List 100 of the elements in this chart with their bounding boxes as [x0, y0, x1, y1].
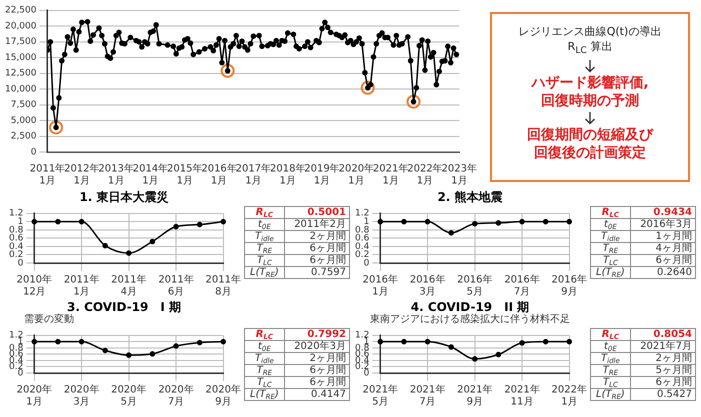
text: T$_{idle}$: [590, 230, 630, 243]
chart-title: 2. 熊本地震: [436, 190, 504, 204]
x-tick-label: 2015年1月: [167, 162, 202, 187]
y-tick-label: 0.2: [8, 250, 24, 260]
y-tick-label: 0.4: [8, 242, 24, 252]
x-tick-label: 2021年5月: [362, 384, 398, 408]
x-tick-label: 2020年1月: [338, 162, 374, 187]
text: t$_{0E}$: [244, 218, 284, 231]
text: R$_{LC}$: [590, 206, 630, 219]
text: R$_{LC}$: [590, 328, 630, 341]
x-tick-label: 2017年1月: [236, 162, 272, 187]
point: [519, 340, 525, 346]
x-tick-label: 2011年6月: [158, 274, 194, 298]
x-tick-label: 2016年1月: [201, 162, 237, 187]
y-tick-label: 10,000: [4, 84, 37, 94]
x-tick-label: 2021年11月: [504, 384, 540, 408]
text: 5ヶ月間: [630, 364, 696, 376]
text: t$_{0E}$: [590, 218, 630, 231]
x-tick-label: 2022年1月: [407, 162, 443, 187]
text: 6ヶ月間: [284, 364, 350, 376]
x-tick-label: 2011年4月: [111, 274, 147, 298]
point: [566, 218, 572, 224]
point: [472, 356, 478, 362]
point: [220, 64, 235, 78]
text: 2020年3月: [284, 340, 350, 352]
text: T$_{LC}$: [590, 254, 630, 267]
chart-title: 3. COVID-19 I 期: [66, 300, 182, 314]
y-tick-label: 0.2: [354, 250, 370, 260]
x-tick-label: 2023年1月: [442, 162, 477, 187]
point: [542, 338, 548, 344]
point: [102, 348, 108, 354]
text: 1ヶ月間: [630, 230, 696, 242]
text: L(T$_{RE}$): [244, 388, 284, 401]
x-tick-label: 2021年1月: [372, 162, 408, 187]
point: [55, 338, 61, 344]
text: T$_{idle}$: [590, 352, 630, 365]
point: [126, 250, 132, 256]
y-tick-label: 12,500: [4, 68, 37, 79]
text: レジリエンス曲線Q(t)の導出: [518, 24, 662, 39]
y-tick-label: 5,000: [10, 116, 37, 126]
point: [55, 218, 61, 224]
y-tick-label: 0: [18, 258, 24, 268]
y-tick-label: 22,500: [4, 6, 37, 16]
x-tick-label: 2020年9月: [206, 384, 241, 408]
text: T$_{RE}$: [590, 242, 630, 255]
text: 6ヶ月間: [630, 376, 696, 388]
y-tick-label: 0.6: [8, 234, 24, 244]
text: 0.8054: [630, 328, 696, 340]
x-tick-label: 2021年9月: [457, 384, 493, 408]
y-tick-label: 1: [364, 217, 370, 228]
text: L(T$_{RE}$): [244, 266, 284, 279]
text: 0.5001: [284, 206, 350, 218]
point: [519, 218, 525, 224]
text: 6ヶ月間: [284, 242, 350, 254]
x-tick-label: 2011年1月: [64, 274, 100, 298]
x-tick-label: 2020年5月: [111, 384, 147, 408]
point: [496, 220, 502, 226]
chart-title: 4. COVID-19 II 期: [410, 300, 530, 314]
text: 2011年2月: [284, 218, 350, 230]
x-tick-label: 2012年1月: [64, 162, 100, 187]
x-tick-label: 2016年3月: [410, 274, 446, 298]
point: [220, 338, 226, 344]
y-tick-label: 0.8: [8, 225, 24, 236]
y-tick-label: 0: [364, 368, 370, 378]
point: [401, 338, 407, 344]
text: 6ヶ月間: [284, 254, 350, 266]
text: 0.2640: [630, 266, 696, 278]
text: 2021年7月: [630, 340, 696, 352]
x-tick-label: 2020年7月: [158, 384, 194, 408]
point: [424, 218, 430, 224]
text: T$_{RE}$: [244, 364, 284, 377]
point: [401, 218, 407, 224]
text: T$_{LC}$: [590, 376, 630, 389]
text: 回復期間の短縮及び: [526, 126, 654, 144]
text: ハザード影響評価,: [530, 74, 650, 92]
x-tick-label: 2016年7月: [504, 274, 540, 298]
y-tick-label: 1.2: [354, 208, 370, 219]
text: 6ヶ月間: [630, 254, 696, 266]
point: [424, 338, 430, 344]
x-tick-label: 2020年3月: [64, 384, 100, 408]
text: t$_{0E}$: [244, 340, 284, 353]
y-tick-label: 0.8: [354, 225, 370, 236]
chart-subtitle: 東南アジアにおける感染拡大に伴う材料不足: [369, 314, 571, 326]
y-tick-label: 0.4: [354, 242, 370, 252]
text: 0.7597: [284, 266, 350, 278]
x-tick-label: 2020年1月: [16, 384, 52, 408]
point: [472, 220, 478, 226]
text: T$_{idle}$: [244, 230, 284, 243]
text: T$_{RE}$: [590, 364, 630, 377]
point: [378, 338, 384, 344]
x-tick-label: 2022年1月: [552, 384, 587, 408]
text: 4ヶ月間: [630, 242, 696, 254]
text: L(T$_{RE}$): [590, 388, 630, 401]
y-tick-label: 17,500: [4, 37, 37, 48]
x-tick-label: 2013年1月: [98, 162, 134, 187]
x-tick-label: 2018年1月: [270, 162, 306, 187]
text: t$_{0E}$: [590, 340, 630, 353]
text: R$_{LC}$: [244, 328, 284, 341]
text: 回復後の計画策定: [533, 144, 647, 162]
point: [406, 94, 421, 109]
